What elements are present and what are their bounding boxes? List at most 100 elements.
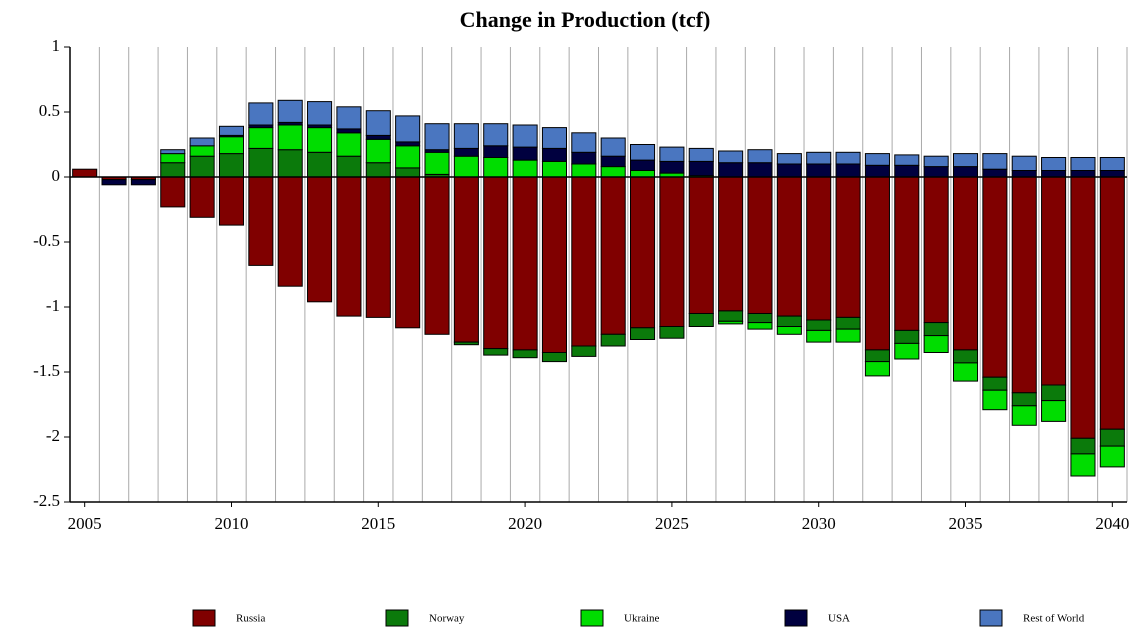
- bar-segment: [923, 166, 949, 178]
- bar-segment: [806, 151, 832, 165]
- y-tick-label: 0: [52, 166, 61, 185]
- bar-segment: [336, 132, 362, 157]
- bar-segment: [483, 157, 509, 178]
- bar-segment: [864, 361, 890, 377]
- bar-segment: [1070, 157, 1096, 171]
- bar-segment: [864, 164, 890, 178]
- bar-segment: [277, 149, 303, 178]
- bar-segment: [453, 341, 479, 346]
- bar-segment: [1099, 157, 1125, 171]
- bar-segment: [600, 137, 626, 157]
- bar-segment: [982, 376, 1008, 391]
- bar-segment: [424, 176, 450, 335]
- y-tick-label: -1.5: [33, 361, 60, 380]
- bar-segment: [688, 313, 714, 327]
- bar-segment: [365, 110, 391, 136]
- bar-segment: [835, 328, 861, 343]
- bar-segment: [1011, 176, 1037, 394]
- bar-segment: [218, 176, 245, 226]
- bar-segment: [718, 310, 744, 322]
- bar-segment: [600, 155, 626, 168]
- x-tick-label: 2035: [949, 514, 983, 533]
- bar-segment: [483, 145, 509, 159]
- bar-segment: [1099, 176, 1125, 430]
- bar-segment: [395, 115, 421, 143]
- bar-segment: [718, 320, 744, 325]
- bar-segment: [189, 155, 215, 178]
- legend-swatch: [192, 609, 216, 627]
- legend-swatch: [784, 609, 808, 627]
- bar-segment: [160, 149, 186, 155]
- bar-segment: [659, 176, 685, 327]
- bar-segment: [541, 176, 567, 353]
- bar-segment: [336, 155, 362, 178]
- bar-segment: [248, 127, 274, 149]
- bar-segment: [835, 316, 861, 330]
- legend-label: Norway: [429, 613, 465, 625]
- bar-segment: [395, 176, 421, 329]
- bar-segment: [424, 123, 450, 151]
- bar-segment: [894, 176, 920, 331]
- bar-segment: [1070, 437, 1096, 455]
- bar-segment: [630, 144, 656, 161]
- bar-segment: [307, 176, 333, 303]
- bar-segment: [776, 326, 802, 335]
- bar-segment: [894, 342, 920, 360]
- bar-segment: [806, 319, 832, 331]
- bar-segment: [72, 168, 98, 178]
- bar-segment: [1041, 170, 1067, 178]
- legend-swatch: [979, 609, 1003, 627]
- bar-segment: [600, 166, 626, 178]
- bar-segment: [395, 141, 421, 147]
- bar-segment: [835, 151, 861, 165]
- bar-segment: [512, 349, 538, 359]
- bar-segment: [365, 134, 391, 140]
- bar-segment: [336, 128, 362, 134]
- bar-segment: [1041, 157, 1067, 171]
- bar-segment: [1041, 384, 1067, 402]
- bar-segment: [659, 326, 685, 339]
- y-tick-label: -2: [46, 426, 60, 445]
- bar-segment: [600, 176, 626, 335]
- bar-segment: [277, 176, 303, 287]
- bar-segment: [1041, 400, 1067, 422]
- bar-segment: [659, 160, 685, 174]
- bar-segment: [688, 176, 714, 314]
- bar-segment: [952, 166, 979, 178]
- legend-label: Russia: [236, 613, 265, 625]
- bar-segment: [630, 159, 656, 172]
- x-tick-label: 2005: [68, 514, 102, 533]
- x-tick-label: 2015: [361, 514, 395, 533]
- bar-segment: [453, 123, 479, 149]
- bar-segment: [571, 151, 597, 165]
- bar-segment: [630, 176, 656, 329]
- bar-segment: [483, 176, 509, 350]
- bar-segment: [218, 136, 245, 155]
- bar-segment: [982, 168, 1008, 178]
- bar-segment: [365, 176, 391, 318]
- legend-swatch: [580, 609, 604, 627]
- bar-segment: [160, 176, 186, 208]
- legend-swatch: [385, 609, 409, 627]
- bar-segment: [160, 162, 186, 178]
- bar-segment: [864, 153, 890, 166]
- bar-segment: [395, 145, 421, 169]
- bar-segment: [688, 147, 714, 162]
- legend-label: Rest of World: [1023, 613, 1085, 625]
- bar-segment: [512, 124, 538, 148]
- bar-segment: [541, 352, 567, 363]
- bar-segment: [835, 163, 861, 178]
- x-tick-label: 2020: [508, 514, 542, 533]
- bar-segment: [130, 179, 156, 186]
- bar-segment: [952, 153, 979, 168]
- x-tick-label: 2025: [655, 514, 689, 533]
- bar-segment: [512, 176, 538, 351]
- bar-segment: [1011, 392, 1037, 407]
- bar-segment: [277, 124, 303, 151]
- y-tick-label: -0.5: [33, 231, 60, 250]
- y-tick-label: 0.5: [39, 101, 60, 120]
- bar-segment: [1099, 170, 1125, 178]
- bar-segment: [630, 170, 656, 178]
- bar-segment: [688, 160, 714, 177]
